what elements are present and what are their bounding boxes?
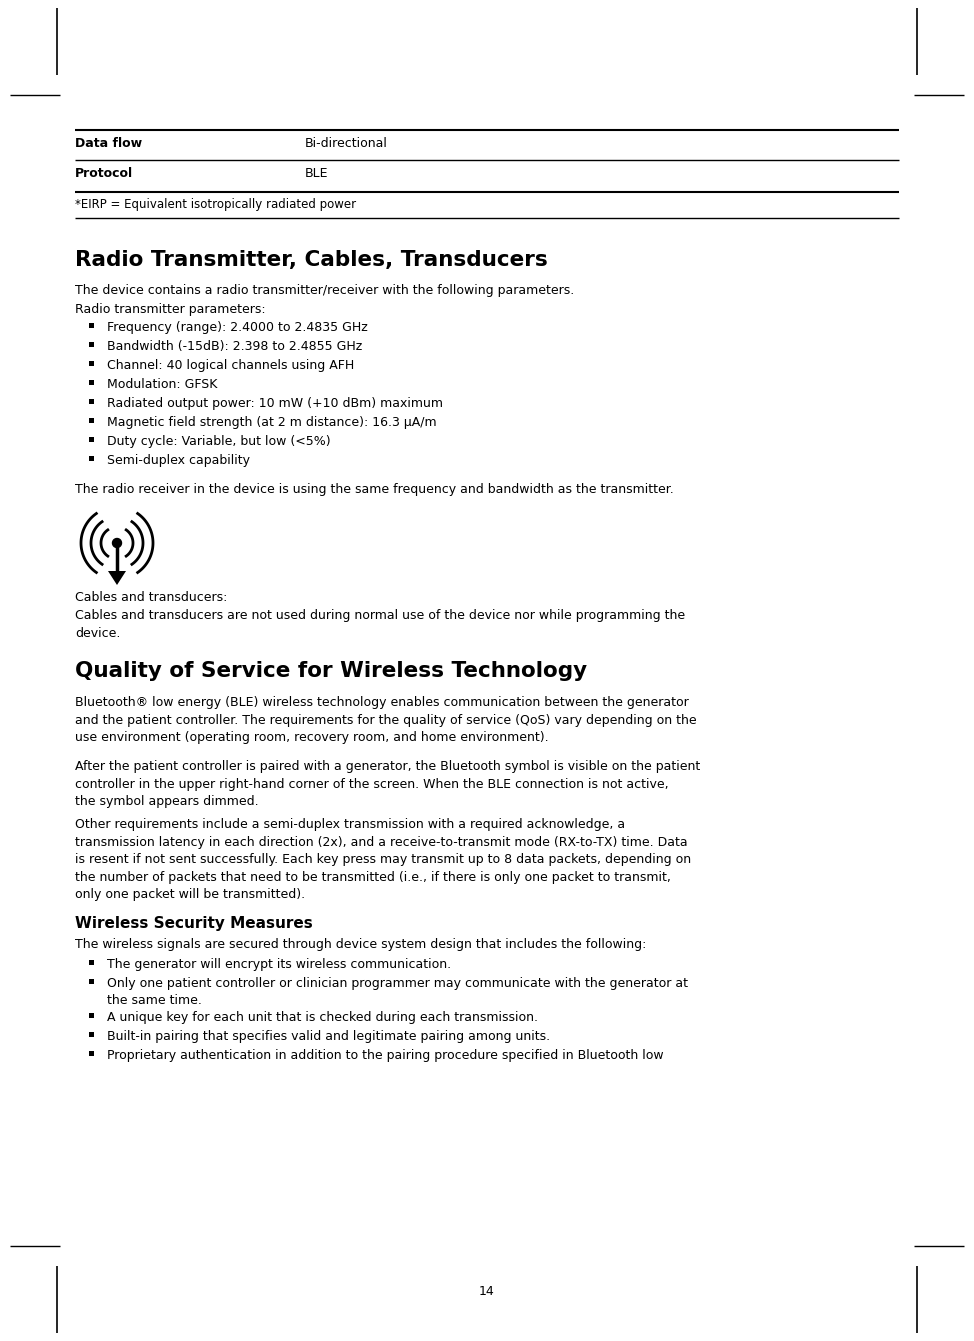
Text: The wireless signals are secured through device system design that includes the : The wireless signals are secured through…: [75, 937, 647, 951]
Text: Duty cycle: Variable, but low (<5%): Duty cycle: Variable, but low (<5%): [107, 434, 330, 448]
Bar: [89, 400, 94, 404]
Text: Frequency (range): 2.4000 to 2.4835 GHz: Frequency (range): 2.4000 to 2.4835 GHz: [107, 320, 368, 334]
Text: Cables and transducers are not used during normal use of the device nor while pr: Cables and transducers are not used duri…: [75, 609, 685, 640]
Bar: [89, 342, 94, 347]
Text: Data flow: Data flow: [75, 137, 142, 150]
Circle shape: [113, 539, 122, 547]
Text: BLE: BLE: [305, 168, 328, 180]
Text: A unique key for each unit that is checked during each transmission.: A unique key for each unit that is check…: [107, 1011, 538, 1025]
Text: Bandwidth (-15dB): 2.398 to 2.4855 GHz: Bandwidth (-15dB): 2.398 to 2.4855 GHz: [107, 341, 362, 353]
Text: Bluetooth® low energy (BLE) wireless technology enables communication between th: Bluetooth® low energy (BLE) wireless tec…: [75, 696, 696, 744]
Text: The device contains a radio transmitter/receiver with the following parameters.: The device contains a radio transmitter/…: [75, 284, 575, 296]
Text: 14: 14: [479, 1285, 495, 1298]
Bar: [89, 418, 94, 422]
Bar: [89, 437, 94, 443]
Text: Quality of Service for Wireless Technology: Quality of Service for Wireless Technolo…: [75, 661, 587, 681]
Text: Proprietary authentication in addition to the pairing procedure specified in Blu: Proprietary authentication in addition t…: [107, 1049, 663, 1062]
Bar: [89, 960, 94, 966]
Bar: [89, 1012, 94, 1018]
Text: Built-in pairing that specifies valid and legitimate pairing among units.: Built-in pairing that specifies valid an…: [107, 1030, 550, 1043]
Bar: [89, 361, 94, 366]
Text: Modulation: GFSK: Modulation: GFSK: [107, 378, 217, 392]
Text: Other requirements include a semi-duplex transmission with a required acknowledg: Other requirements include a semi-duplex…: [75, 818, 692, 901]
Text: The generator will encrypt its wireless communication.: The generator will encrypt its wireless …: [107, 957, 451, 971]
Text: Only one patient controller or clinician programmer may communicate with the gen: Only one patient controller or clinician…: [107, 978, 688, 1007]
Bar: [89, 380, 94, 385]
Text: After the patient controller is paired with a generator, the Bluetooth symbol is: After the patient controller is paired w…: [75, 760, 700, 809]
Text: *EIRP = Equivalent isotropically radiated power: *EIRP = Equivalent isotropically radiate…: [75, 198, 356, 211]
Text: Radiated output power: 10 mW (+10 dBm) maximum: Radiated output power: 10 mW (+10 dBm) m…: [107, 397, 443, 410]
Text: The radio receiver in the device is using the same frequency and bandwidth as th: The radio receiver in the device is usin…: [75, 483, 674, 496]
Text: Semi-duplex capability: Semi-duplex capability: [107, 455, 250, 467]
Text: Protocol: Protocol: [75, 168, 133, 180]
Text: Wireless Security Measures: Wireless Security Measures: [75, 916, 313, 931]
Text: Channel: 40 logical channels using AFH: Channel: 40 logical channels using AFH: [107, 359, 355, 371]
Bar: [89, 979, 94, 984]
Text: Radio transmitter parameters:: Radio transmitter parameters:: [75, 303, 266, 316]
Polygon shape: [108, 571, 126, 585]
Bar: [89, 1051, 94, 1055]
Text: Bi-directional: Bi-directional: [305, 137, 388, 150]
Bar: [89, 323, 94, 329]
Text: Cables and transducers:: Cables and transducers:: [75, 591, 227, 603]
Bar: [89, 456, 94, 461]
Bar: [89, 1033, 94, 1037]
Text: Radio Transmitter, Cables, Transducers: Radio Transmitter, Cables, Transducers: [75, 249, 547, 270]
Text: Magnetic field strength (at 2 m distance): 16.3 µA/m: Magnetic field strength (at 2 m distance…: [107, 416, 436, 429]
